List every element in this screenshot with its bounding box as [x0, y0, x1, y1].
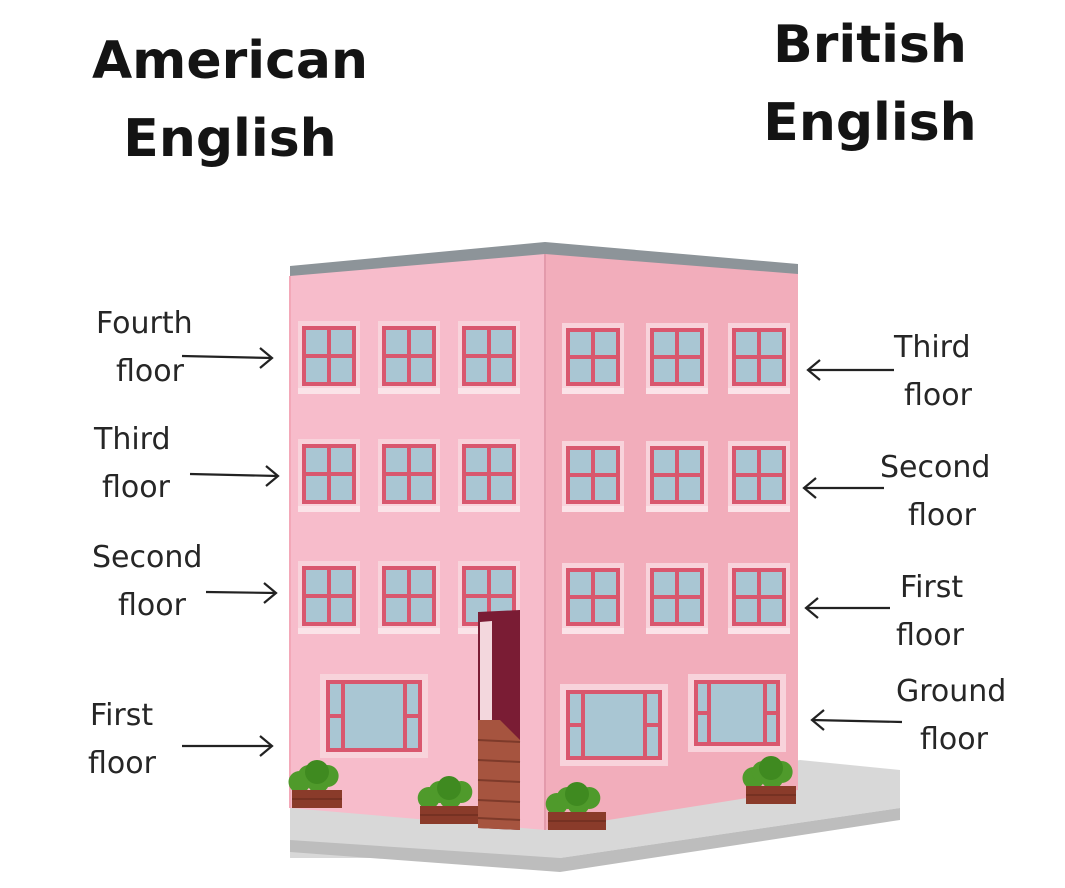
pavement-edge — [290, 808, 900, 872]
british-heading-line-1: British — [773, 15, 967, 75]
american-english-heading: American English — [70, 22, 390, 178]
arrows — [181, 347, 903, 757]
american-label-fourth-floor: Fourth floor — [96, 300, 193, 396]
label-line-1: Third — [894, 330, 971, 365]
label-line-2: floor — [88, 746, 156, 781]
window — [298, 321, 360, 394]
window — [458, 439, 520, 512]
window — [728, 563, 790, 634]
british-label-second-floor: Second floor — [880, 444, 990, 540]
label-line-1: Fourth — [96, 306, 193, 341]
planter — [545, 782, 606, 830]
window — [458, 321, 520, 394]
window — [728, 441, 790, 512]
label-line-1: First — [900, 570, 964, 605]
label-line-2: floor — [896, 618, 964, 653]
planter — [417, 776, 478, 824]
windows — [298, 321, 790, 766]
window — [646, 563, 708, 634]
label-line-2: floor — [904, 378, 972, 413]
door — [477, 610, 521, 830]
american-label-second-floor: Second floor — [92, 534, 202, 630]
pointer-arrow — [181, 347, 274, 369]
planter — [288, 760, 342, 808]
large-window — [560, 684, 668, 766]
window — [562, 441, 624, 512]
planters — [288, 756, 796, 830]
pointer-arrow — [189, 465, 280, 487]
window — [646, 441, 708, 512]
pointer-arrow — [802, 477, 884, 499]
pointer-arrow — [205, 582, 278, 604]
label-line-2: floor — [920, 722, 988, 757]
roof — [290, 242, 798, 276]
american-label-third-floor: Third floor — [94, 416, 171, 512]
window — [378, 561, 440, 634]
british-english-heading: British English — [735, 6, 1005, 162]
pointer-arrow — [810, 709, 903, 731]
label-line-1: First — [90, 698, 154, 733]
window — [378, 439, 440, 512]
american-heading-line-2: English — [123, 109, 337, 169]
british-heading-line-2: English — [763, 93, 977, 153]
label-line-2: floor — [118, 588, 186, 623]
label-line-2: floor — [908, 498, 976, 533]
pointer-arrow — [182, 735, 274, 757]
pointer-arrow — [806, 359, 894, 381]
window — [562, 323, 624, 394]
american-heading-line-1: American — [91, 31, 369, 91]
planter — [742, 756, 796, 804]
label-line-1: Ground — [896, 674, 1007, 709]
british-label-first-floor: First floor — [896, 564, 964, 660]
label-line-1: Second — [880, 450, 991, 485]
pointer-arrow — [804, 597, 890, 619]
window — [298, 561, 360, 634]
window — [298, 439, 360, 512]
american-label-first-floor: First floor — [88, 692, 156, 788]
label-line-2: floor — [102, 470, 170, 505]
british-label-ground-floor: Ground floor — [896, 668, 1006, 764]
british-label-third-floor: Third floor — [894, 324, 972, 420]
window — [728, 323, 790, 394]
window — [646, 323, 708, 394]
window — [378, 321, 440, 394]
large-window — [320, 674, 428, 758]
label-line-1: Third — [94, 422, 171, 457]
window — [562, 563, 624, 634]
label-line-1: Second — [92, 540, 203, 575]
label-line-2: floor — [116, 354, 184, 389]
large-window — [688, 674, 786, 752]
